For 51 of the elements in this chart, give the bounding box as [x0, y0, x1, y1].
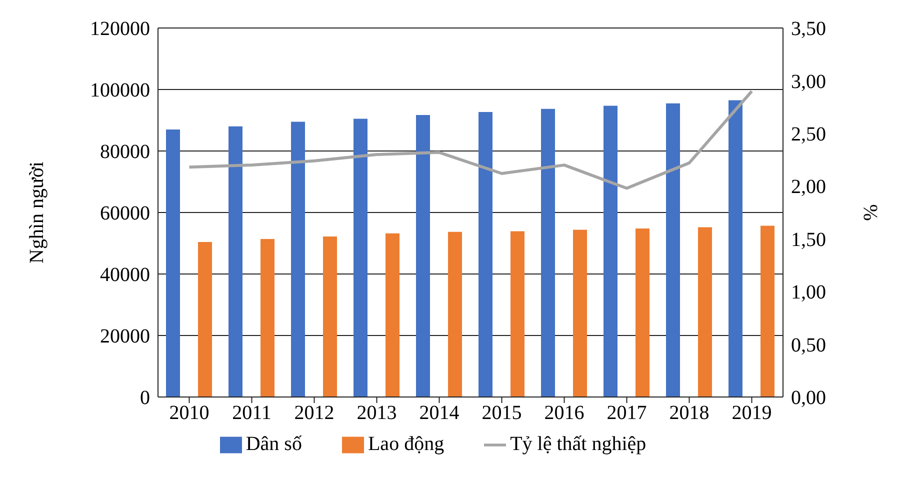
- bar: [386, 233, 400, 397]
- y-tick-label: 20000: [100, 326, 150, 348]
- bar: [728, 100, 742, 397]
- x-tick-label: 2014: [419, 402, 460, 424]
- y-tick-label: 60000: [100, 202, 150, 225]
- x-tick-label: 2015: [482, 402, 522, 424]
- legend-label: Dân số: [246, 433, 302, 455]
- legend-label: Tỷ lệ thất nghiệp: [510, 433, 646, 455]
- bar: [478, 112, 492, 397]
- y2-tick-label: 0,50: [791, 334, 826, 356]
- bar: [573, 230, 587, 397]
- y2-tick-label: 0,00: [791, 387, 826, 410]
- x-tick-label: 2011: [232, 402, 272, 424]
- bar: [541, 108, 555, 397]
- bar: [228, 126, 242, 397]
- y2-tick-label: 3,00: [791, 70, 826, 93]
- bar: [604, 106, 618, 397]
- y-tick-label: 0: [140, 387, 150, 410]
- y-tick-label: 120000: [90, 18, 150, 40]
- bar: [698, 227, 712, 397]
- bar: [291, 122, 305, 397]
- bar: [166, 129, 180, 397]
- bar: [448, 232, 462, 397]
- legend-label: Lao động: [368, 433, 444, 455]
- bar: [323, 236, 337, 397]
- y2-tick-label: 1,00: [791, 282, 826, 304]
- y-axis-title: Nghìn người: [26, 161, 48, 264]
- y2-tick-label: 3,50: [791, 18, 826, 40]
- bar: [666, 103, 680, 397]
- bar: [354, 118, 368, 397]
- x-tick-label: 2018: [669, 402, 710, 424]
- y-tick-label: 40000: [100, 264, 150, 286]
- bar: [260, 238, 274, 397]
- line-series: [188, 90, 754, 190]
- x-tick-label: 2010: [169, 402, 210, 424]
- x-tick-label: 2016: [544, 402, 584, 424]
- bar: [198, 242, 212, 397]
- x-tick-label: 2012: [294, 402, 334, 424]
- bar: [636, 228, 650, 397]
- y2-tick-label: 1,50: [791, 228, 826, 251]
- y-tick-label: 80000: [100, 141, 150, 164]
- x-tick-label: 2017: [606, 402, 647, 424]
- y2-tick-label: 2,00: [791, 176, 826, 198]
- y-tick-label: 100000: [90, 80, 150, 102]
- y2-tick-label: 2,50: [791, 124, 826, 146]
- bar: [760, 226, 774, 397]
- x-tick-label: 2013: [356, 402, 397, 424]
- bar: [416, 115, 430, 397]
- y2-axis-title: %: [860, 204, 882, 221]
- bar: [510, 231, 524, 397]
- x-tick-label: 2019: [732, 402, 772, 424]
